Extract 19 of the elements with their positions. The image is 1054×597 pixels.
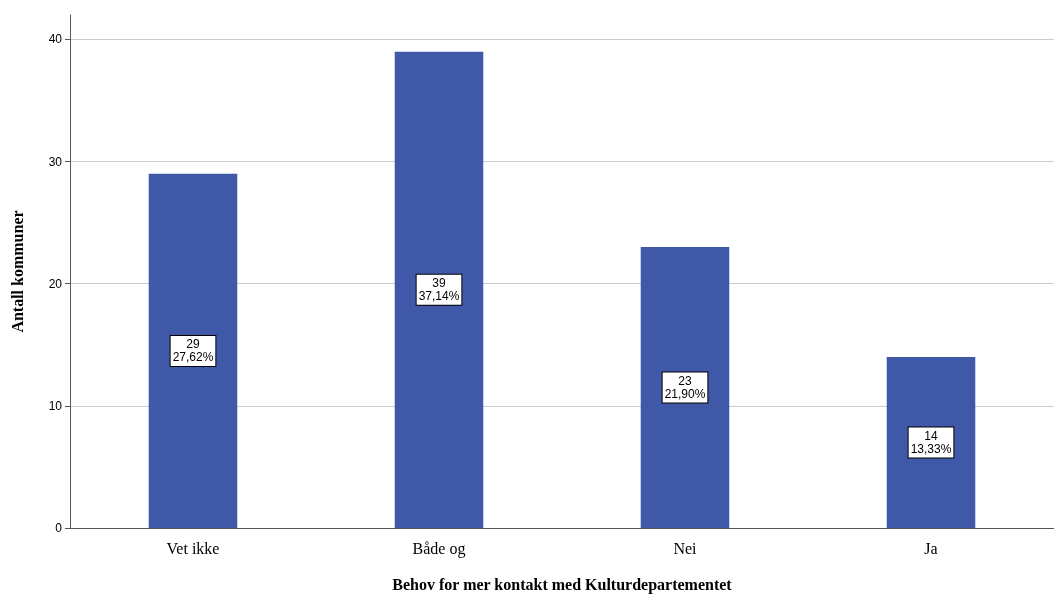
y-tick-label: 20 bbox=[48, 276, 63, 291]
bar bbox=[886, 357, 976, 528]
y-tick-label: 40 bbox=[48, 32, 63, 47]
y-tick-label: 10 bbox=[48, 398, 63, 413]
data-label: 23 21,90% bbox=[664, 374, 706, 402]
bar bbox=[148, 173, 238, 528]
x-axis-title: Behov for mer kontakt med Kulturdepartementet bbox=[392, 575, 733, 594]
y-axis-title: Antall kommuner bbox=[8, 210, 26, 333]
data-label: 39 37,14% bbox=[418, 276, 460, 304]
x-tick-label: Både og bbox=[412, 539, 466, 558]
data-label: 14 13,33% bbox=[910, 429, 952, 456]
x-tick-label: Vet ikke bbox=[166, 539, 220, 557]
bar bbox=[394, 51, 484, 528]
y-tick-label: 0 bbox=[55, 521, 63, 535]
y-tick-label: 30 bbox=[48, 154, 63, 169]
data-label: 29 27,62% bbox=[172, 337, 214, 365]
bar bbox=[640, 247, 730, 528]
x-tick-label: Ja bbox=[924, 539, 938, 557]
x-tick-label: Nei bbox=[673, 539, 698, 557]
